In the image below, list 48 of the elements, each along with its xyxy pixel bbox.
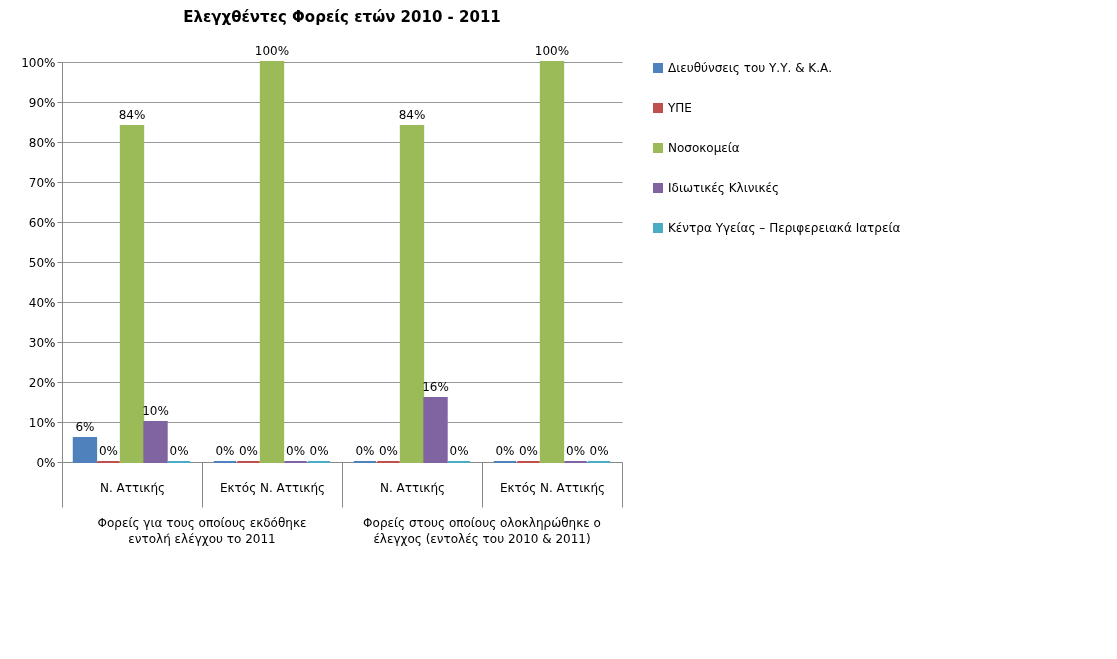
bar [423,397,448,463]
data-label: 0% [238,444,258,458]
chart-title: Ελεγχθέντες Φορείς ετών 2010 - 2011 [183,8,501,26]
data-label: 0% [98,444,118,458]
data-label: 0% [449,444,469,458]
data-label: 84% [118,108,146,122]
y-tick-label: 40% [28,295,56,310]
y-tick-label: 10% [28,415,56,430]
y-tick-label: 60% [28,215,56,230]
data-label: 0% [215,444,235,458]
y-tick-label: 30% [28,335,56,350]
x-tick-label: Ν. Αττικής [99,480,166,495]
text: Φορείς για τους οποίους εκδόθηκε εντολή ελέγχου το 2011 [97,516,307,546]
data-label: 0% [355,444,375,458]
data-label: 84% [398,108,426,122]
x-tick-label: Εκτός Ν. Αττικής [219,480,326,495]
bar [259,61,285,463]
data-label: 100% [254,44,290,58]
y-tick-label: 70% [28,175,56,190]
y-tick-label: 0% [36,455,56,470]
y-tick-label: 80% [28,135,56,150]
bar [399,125,425,463]
data-label: 0% [169,444,189,458]
data-label: 0% [309,444,329,458]
bar [143,421,168,463]
bar [119,125,145,463]
bar [72,437,98,463]
legend-label: Νοσοκομεία [668,141,740,155]
y-tick-label: 90% [28,95,56,110]
y-tick-label: 100% [21,55,56,70]
data-label: 0% [589,444,609,458]
y-tick-label: 50% [28,255,56,270]
data-label: 0% [286,444,306,458]
data-label: 0% [495,444,515,458]
data-label: 0% [566,444,586,458]
legend-label: Κέντρα Υγείας – Περιφερειακά Ιατρεία [668,221,901,235]
text: Φορείς στους οποίους ολοκληρώθηκε ο έλεγχος (εντολές του 2010 & 2011) [363,516,601,546]
data-label: 0% [518,444,538,458]
bar [539,61,565,463]
legend-label: Διευθύνσεις του Υ.Υ. & Κ.Α. [668,61,833,75]
data-label: 0% [378,444,398,458]
x-tick-label: Ν. Αττικής [379,480,446,495]
x-tick-label: Εκτός Ν. Αττικής [499,480,606,495]
data-label: 100% [534,44,570,58]
legend-label: Ιδιωτικές Κλινικές [668,181,780,195]
data-label: 6% [75,420,95,434]
legend-label: ΥΠΕ [667,101,692,115]
y-tick-label: 20% [28,375,56,390]
